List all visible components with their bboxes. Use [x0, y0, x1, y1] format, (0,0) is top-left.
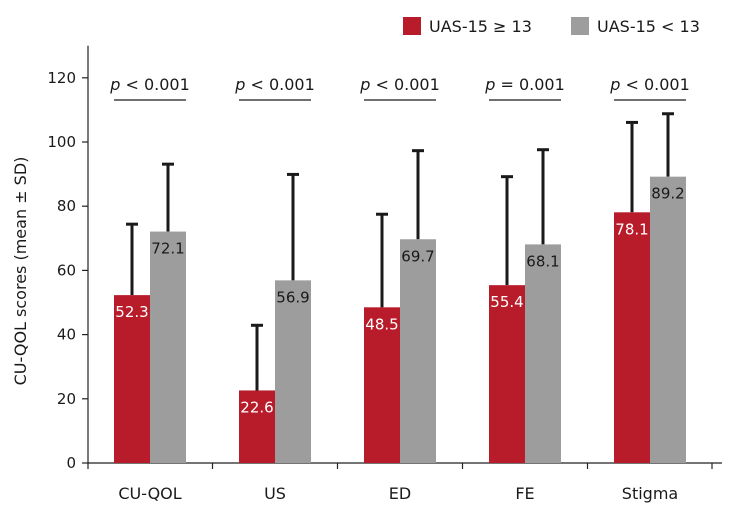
p-value-text: < 0.001: [620, 75, 689, 94]
legend-label: UAS-15 ≥ 13: [429, 17, 532, 36]
legend-label: UAS-15 < 13: [597, 17, 700, 36]
bar-value-label: 89.2: [651, 185, 684, 203]
y-tick-label: 80: [57, 197, 76, 215]
legend-swatch: [571, 17, 589, 35]
p-value-text: = 0.001: [495, 75, 564, 94]
p-value-text: < 0.001: [245, 75, 314, 94]
x-tick-label: US: [264, 484, 286, 503]
y-tick-label: 40: [57, 326, 76, 344]
p-value-label: p < 0.001: [109, 75, 190, 94]
bar-value-label: 22.6: [240, 398, 273, 416]
bar-value-label: 56.9: [276, 288, 309, 306]
bar-uas-high: [489, 285, 525, 463]
bar-uas-low: [275, 280, 311, 463]
p-value-label: p < 0.001: [359, 75, 440, 94]
p-value-label: p < 0.001: [609, 75, 690, 94]
y-tick-label: 0: [66, 454, 76, 472]
bar-value-label: 55.4: [490, 293, 523, 311]
y-axis-label: CU-QOL scores (mean ± SD): [11, 157, 30, 386]
bar-uas-high: [114, 295, 150, 463]
p-symbol: p: [234, 75, 245, 94]
bar-value-label: 69.7: [401, 247, 434, 265]
bar-uas-low: [650, 176, 686, 463]
value-labels: 52.3 22.6 48.5 55.4 78.1 72.1 56.9 69.7 68.1 89.2: [115, 185, 684, 417]
error-bars: [126, 112, 674, 391]
bar-uas-high: [239, 390, 275, 463]
x-tick-label: ED: [389, 484, 411, 503]
p-symbol: p: [359, 75, 370, 94]
bar-uas-high: [364, 307, 400, 463]
bars: [114, 176, 686, 463]
p-symbol: p: [609, 75, 620, 94]
x-tick-label: CU-QOL: [118, 484, 181, 503]
y-tick-label: 20: [57, 390, 76, 408]
bar-value-label: 52.3: [115, 303, 148, 321]
y-axis: 0 20 40 60 80 100 120: [47, 45, 89, 472]
p-symbol: p: [109, 75, 120, 94]
p-value-text: < 0.001: [120, 75, 189, 94]
bar-uas-high: [614, 212, 650, 463]
bar-value-label: 78.1: [615, 220, 648, 238]
p-value-annotations: p < 0.001 p < 0.001 p < 0.001 p = 0.001 p < …: [109, 75, 690, 101]
bar-uas-low: [400, 239, 436, 463]
bar-value-label: 48.5: [365, 315, 398, 333]
x-tick-label: FE: [515, 484, 534, 503]
bar-uas-low: [150, 231, 186, 463]
x-tick-label: Stigma: [622, 484, 678, 503]
bar-uas-low: [525, 244, 561, 463]
p-symbol: p: [484, 75, 495, 94]
y-tick-label: 60: [57, 261, 76, 279]
legend-swatch: [403, 17, 421, 35]
y-tick-label: 100: [47, 133, 76, 151]
x-axis: CU-QOL US ED FE Stigma: [87, 462, 722, 503]
bar-value-label: 72.1: [151, 240, 184, 258]
bar-value-label: 68.1: [526, 252, 559, 270]
legend: UAS-15 ≥ 13 UAS-15 < 13: [403, 17, 700, 36]
p-value-label: p = 0.001: [484, 75, 565, 94]
y-tick-label: 120: [47, 69, 76, 87]
p-value-text: < 0.001: [370, 75, 439, 94]
p-value-label: p < 0.001: [234, 75, 315, 94]
